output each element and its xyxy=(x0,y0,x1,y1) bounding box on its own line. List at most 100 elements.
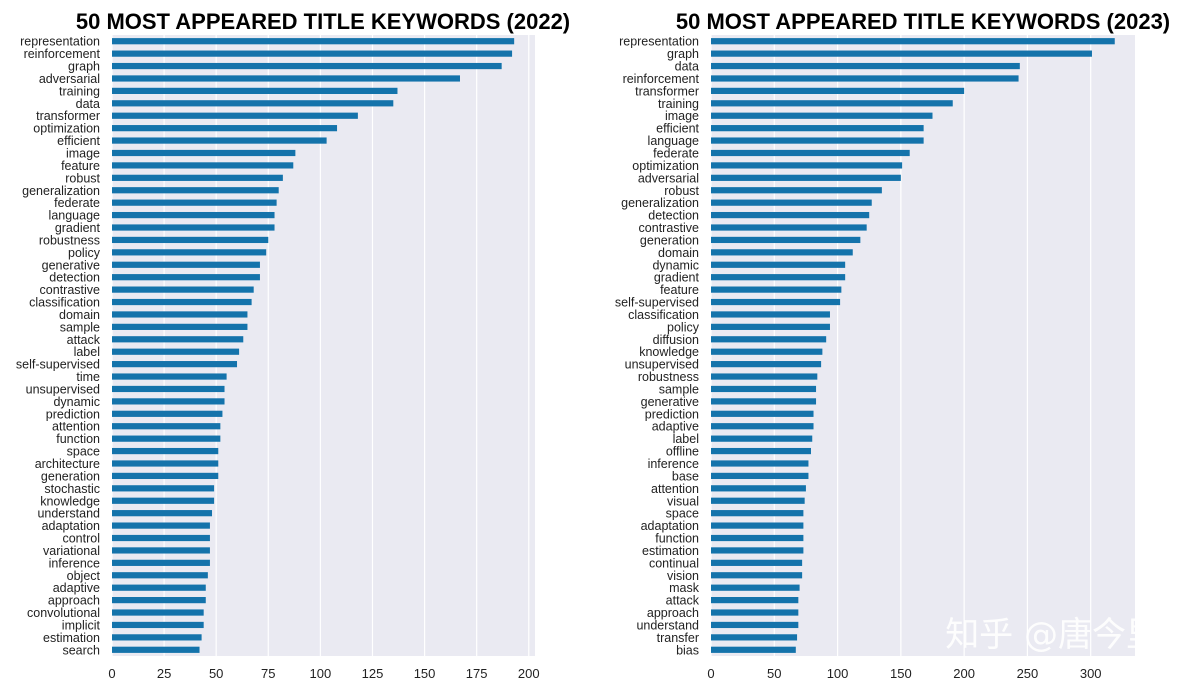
category-label: prediction xyxy=(46,407,100,421)
category-label: adversarial xyxy=(638,171,699,185)
bar-contrastive xyxy=(112,286,254,293)
bar-representation xyxy=(112,38,515,45)
bar-robustness xyxy=(711,373,818,380)
category-label: continual xyxy=(649,556,699,570)
category-label: image xyxy=(66,146,100,160)
x-tick-label: 100 xyxy=(827,666,849,681)
category-label: object xyxy=(67,569,101,583)
bar-approach xyxy=(711,609,799,616)
bar-graph xyxy=(112,62,502,70)
bar-bias xyxy=(711,646,796,653)
category-label: robustness xyxy=(638,370,699,384)
category-label: gradient xyxy=(654,271,700,285)
x-tick-label: 175 xyxy=(466,666,488,681)
category-label: robust xyxy=(664,184,699,198)
bar-space xyxy=(112,447,219,455)
category-label: adversarial xyxy=(39,72,100,86)
category-label: graph xyxy=(667,47,699,61)
x-tick-label: 50 xyxy=(209,666,223,681)
bar-object xyxy=(112,572,208,579)
category-label: sample xyxy=(60,320,100,334)
category-label: generation xyxy=(640,233,699,247)
category-label: knowledge xyxy=(639,345,699,359)
x-tick-label: 150 xyxy=(890,666,912,681)
category-label: attack xyxy=(67,333,101,347)
category-label: feature xyxy=(61,159,100,173)
category-label: domain xyxy=(59,308,100,322)
bar-generation xyxy=(711,236,861,244)
category-label: feature xyxy=(660,283,699,297)
category-label: space xyxy=(666,507,699,521)
category-label: approach xyxy=(48,594,100,608)
chart-title: 50 MOST APPEARED TITLE KEYWORDS (2022) xyxy=(76,9,570,34)
bar-data xyxy=(711,62,1020,70)
category-label: generalization xyxy=(22,184,100,198)
bar-understand xyxy=(112,510,213,517)
bar-transformer xyxy=(112,112,358,119)
bar-contrastive xyxy=(711,224,867,231)
bar-unsupervised xyxy=(112,385,225,393)
category-label: federate xyxy=(653,146,699,160)
category-label: adaptation xyxy=(42,519,100,533)
bar-space xyxy=(711,510,804,517)
bar-prediction xyxy=(711,410,814,417)
category-label: generative xyxy=(42,258,100,272)
category-label: optimization xyxy=(632,159,699,173)
bar-data xyxy=(112,100,394,107)
bar-language xyxy=(711,137,924,144)
x-tick-label: 125 xyxy=(362,666,384,681)
bar-attention xyxy=(711,485,806,492)
category-label: dynamic xyxy=(652,258,699,272)
category-label: sample xyxy=(659,382,699,396)
bar-generative xyxy=(112,261,260,268)
bar-attack xyxy=(711,597,799,604)
x-tick-label: 0 xyxy=(707,666,714,681)
bar-approach xyxy=(112,597,206,604)
bar-classification xyxy=(112,298,252,306)
x-tick-label: 0 xyxy=(108,666,115,681)
category-label: representation xyxy=(619,35,699,49)
bar-adaptation xyxy=(112,522,210,529)
chart-title: 50 MOST APPEARED TITLE KEYWORDS (2023) xyxy=(676,9,1170,34)
bar-vision xyxy=(711,572,803,579)
category-label: self-supervised xyxy=(615,296,699,310)
category-label: prediction xyxy=(645,407,699,421)
category-label: bias xyxy=(676,643,699,657)
x-tick-label: 75 xyxy=(261,666,275,681)
bar-optimization xyxy=(711,162,903,169)
category-label: space xyxy=(67,445,100,459)
category-label: mask xyxy=(669,581,700,595)
category-label: domain xyxy=(658,246,699,260)
bar-robustness xyxy=(112,236,269,244)
bar-policy xyxy=(112,249,267,256)
category-label: representation xyxy=(20,35,100,49)
category-label: convolutional xyxy=(27,606,100,620)
bar-federate xyxy=(711,149,910,157)
category-label: federate xyxy=(54,196,100,210)
category-label: label xyxy=(74,345,100,359)
bar-estimation xyxy=(711,547,804,554)
bar-adversarial xyxy=(711,174,901,181)
category-label: data xyxy=(675,60,699,74)
category-label: inference xyxy=(49,556,100,570)
category-label: generalization xyxy=(621,196,699,210)
bar-inference xyxy=(711,460,809,467)
bar-implicit xyxy=(112,621,204,629)
x-tick-label: 250 xyxy=(1017,666,1039,681)
bar-gradient xyxy=(112,224,275,231)
bar-classification xyxy=(711,311,830,318)
category-label: self-supervised xyxy=(16,358,100,372)
category-label: vision xyxy=(667,569,699,583)
category-label: attention xyxy=(52,420,100,434)
category-label: adaptive xyxy=(53,581,100,595)
bar-detection xyxy=(112,274,260,281)
category-label: robustness xyxy=(39,233,100,247)
x-tick-label: 100 xyxy=(310,666,332,681)
category-label: knowledge xyxy=(40,494,100,508)
bar-image xyxy=(711,112,933,119)
category-label: control xyxy=(62,532,100,546)
bar-inference xyxy=(112,559,210,566)
category-label: gradient xyxy=(55,221,101,235)
bar-label xyxy=(112,348,240,355)
